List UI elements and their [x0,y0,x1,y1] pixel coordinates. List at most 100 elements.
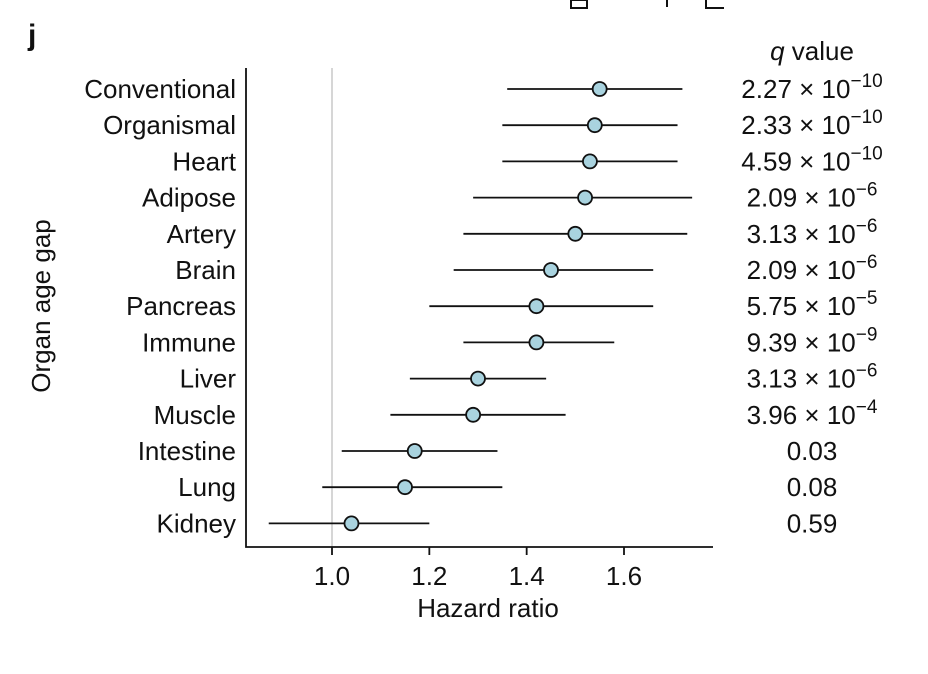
hazard-ratio-point [528,334,545,351]
q-value: 5.75 × 10−5 [747,288,878,321]
q-exponent: −6 [856,180,878,201]
clipped-text-fragment [570,0,724,9]
forest-row: Heart 4.59 × 10−10 [172,143,882,176]
q-mantissa: 3.96 [747,400,798,430]
hazard-ratio-point [406,443,423,459]
row-label: Muscle [154,400,236,430]
q-times-ten: × 10 [797,364,856,394]
forest-row: Organismal 2.33 × 10−10 [103,107,883,140]
q-value: 4.59 × 10−10 [741,143,882,176]
forest-row: Liver 3.13 × 10−6 [180,361,878,394]
q-mantissa: 3.13 [747,219,798,249]
q-value: 0.03 [787,436,838,466]
hazard-ratio-point [465,406,482,423]
hazard-ratio-point [591,81,608,97]
axes [245,68,713,548]
forest-row: Conventional 2.27 × 10−10 [84,71,882,104]
q-times-ten: × 10 [797,291,856,321]
forest-row: Artery 3.13 × 10−6 [167,216,878,249]
hazard-ratio-point [543,262,559,278]
q-exponent: −6 [856,252,878,273]
q-mantissa: 3.13 [747,364,798,394]
forest-row: Pancreas 5.75 × 10−5 [126,288,877,321]
x-tick-label: 1.2 [411,561,447,591]
q-header-rest: value [785,36,854,66]
row-label: Organismal [103,110,236,140]
row-label: Brain [175,255,236,285]
q-exponent: −6 [856,216,878,237]
q-exponent: −10 [850,107,882,128]
q-value: 3.13 × 10−6 [747,216,878,249]
row-label: Kidney [157,508,237,538]
q-times-ten: × 10 [797,183,856,213]
q-value: 2.09 × 10−6 [747,180,878,213]
q-value: 0.59 [787,508,838,538]
hazard-ratio-point [343,515,360,532]
q-value: 0.08 [787,472,838,502]
x-axis-ticks: 1.0 1.2 1.4 1.6 [314,547,642,591]
q-mantissa: 2.27 [741,74,792,104]
forest-row: Brain 2.09 × 10−6 [175,252,877,285]
q-value: 9.39 × 10−9 [747,324,878,357]
q-times-ten: × 10 [792,146,851,176]
q-header-italic: q [770,36,785,66]
x-axis-label: Hazard ratio [417,593,559,623]
q-exponent: −6 [856,361,878,382]
q-mantissa: 5.75 [747,291,798,321]
forest-row: Muscle 3.96 × 10−4 [154,397,878,430]
q-times-ten: × 10 [797,219,856,249]
row-label: Conventional [84,74,236,104]
hazard-ratio-point [567,225,584,242]
x-tick-label: 1.6 [606,561,642,591]
q-times-ten: × 10 [792,74,851,104]
row-label: Pancreas [126,291,236,321]
q-exponent: −10 [850,71,882,92]
q-exponent: −10 [850,143,882,164]
q-mantissa: 2.09 [747,255,798,285]
q-mantissa: 9.39 [747,327,798,357]
forest-row: Immune 9.39 × 10−9 [142,324,877,357]
x-tick-label: 1.0 [314,561,350,591]
q-mantissa: 4.59 [741,146,792,176]
q-value: 2.09 × 10−6 [747,252,878,285]
q-exponent: −5 [856,288,878,309]
row-label: Immune [142,327,236,357]
hazard-ratio-point [528,298,545,315]
q-value: 2.27 × 10−10 [741,71,882,104]
row-label: Lung [178,472,236,502]
q-times-ten: × 10 [797,327,856,357]
q-value: 3.13 × 10−6 [747,361,878,394]
row-label: Adipose [142,183,236,213]
q-mantissa: 2.33 [741,110,792,140]
q-mantissa: 0.59 [787,508,838,538]
forest-row: Kidney 0.59 [157,508,838,538]
panel-label: j [27,19,36,52]
x-tick-label: 1.4 [509,561,545,591]
q-mantissa: 0.03 [787,436,838,466]
hazard-ratio-point [470,370,486,387]
q-exponent: −9 [856,324,878,345]
q-value: 2.33 × 10−10 [741,107,882,140]
hazard-ratio-point [582,153,598,170]
hazard-ratio-point [397,479,413,496]
row-label: Heart [172,146,236,176]
y-axis-label: Organ age gap [26,219,56,392]
forest-row: Intestine 0.03 [138,436,838,466]
q-times-ten: × 10 [797,400,856,430]
q-mantissa: 0.08 [787,472,838,502]
q-mantissa: 2.09 [747,183,798,213]
q-times-ten: × 10 [792,110,851,140]
forest-row: Adipose 2.09 × 10−6 [142,180,877,213]
row-label: Intestine [138,436,236,466]
hazard-ratio-point [586,117,603,134]
q-value-header: q value [770,36,854,66]
q-value: 3.96 × 10−4 [747,397,878,430]
q-exponent: −4 [856,397,878,418]
row-label: Liver [180,364,237,394]
hazard-ratio-point [577,189,593,206]
row-label: Artery [167,219,236,249]
forest-row: Lung 0.08 [178,472,837,502]
q-times-ten: × 10 [797,255,856,285]
